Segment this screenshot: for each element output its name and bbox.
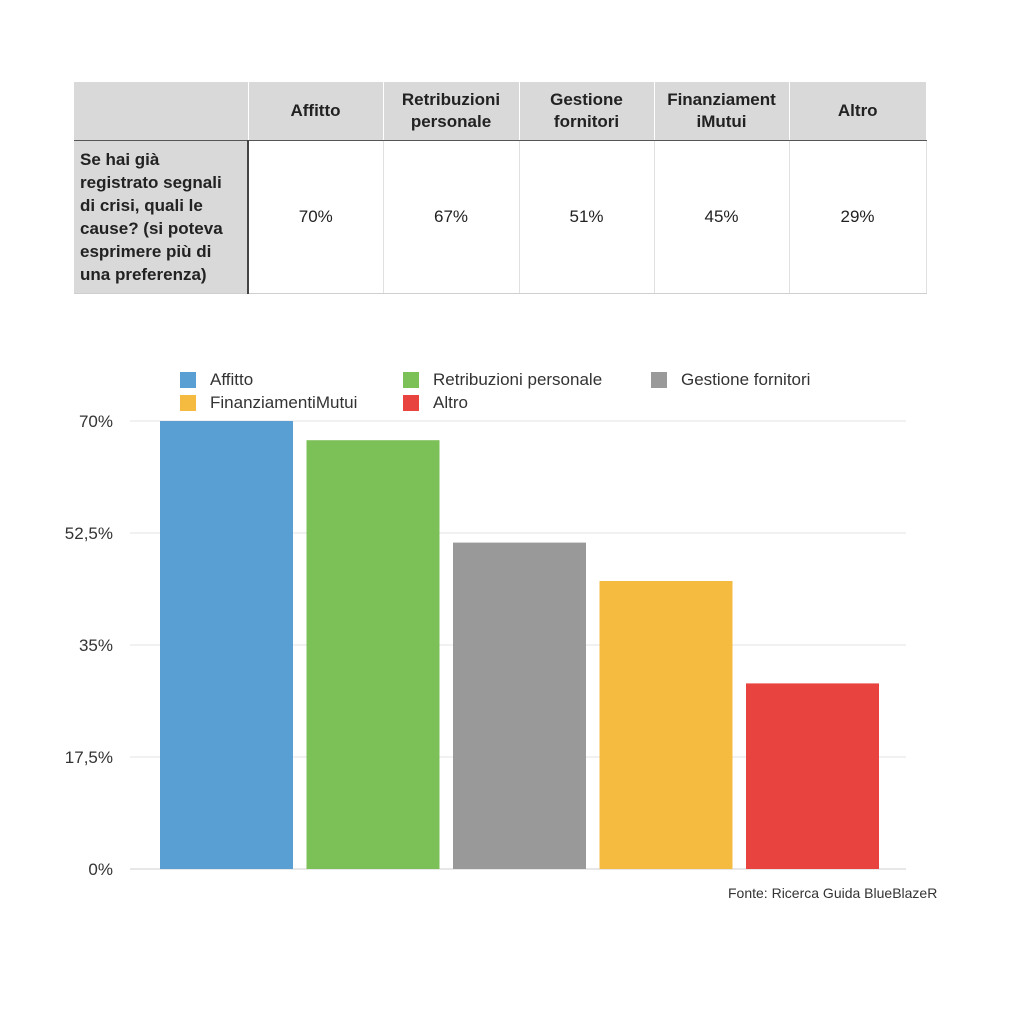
legend-swatch-altro (403, 395, 419, 411)
table-cell-altro: 29% (789, 140, 927, 294)
table-cell-affitto: 70% (248, 140, 384, 294)
legend-item-affitto: Affitto (180, 370, 253, 390)
legend-swatch-retribuzioni (403, 372, 419, 388)
table-header-finanziamenti: Finanziament iMutui (653, 82, 789, 141)
legend-swatch-affitto (180, 372, 196, 388)
table-header-fornitori: Gestione fornitori (518, 82, 654, 141)
y-tick-label: 35% (79, 636, 113, 655)
legend-label-retribuzioni: Retribuzioni personale (433, 370, 603, 389)
legend-swatch-finanziamenti (180, 395, 196, 411)
y-tick-label: 52,5% (65, 524, 113, 543)
table-row: Se hai già registrato segnali di crisi, … (74, 140, 927, 294)
bar-4 (599, 581, 733, 869)
legend-item-retribuzioni: Retribuzioni personale (403, 370, 602, 390)
table-cell-fornitori: 51% (519, 140, 655, 294)
source-note: Fonte: Ricerca Guida BlueBlazeR (728, 885, 938, 901)
y-tick-label: 0% (88, 860, 113, 879)
legend-item-altro: Altro (403, 393, 468, 413)
table-header-retribuzioni: Retribuzioni personale (382, 82, 519, 141)
legend-label-finanziamenti: FinanziamentiMutui (210, 393, 358, 412)
legend-label-fornitori: Gestione fornitori (681, 370, 811, 389)
summary-table: Affitto Retribuzioni personale Gestione fo… (74, 82, 927, 294)
table-header-altro: Altro (788, 82, 926, 141)
table-header-corner (74, 82, 248, 141)
table-header-affitto: Affitto (247, 82, 383, 141)
table-header-row: Affitto Retribuzioni personale Gestione fo… (74, 82, 926, 141)
table-cell-retribuzioni: 67% (383, 140, 520, 294)
bar-2 (306, 440, 440, 869)
legend-label-altro: Altro (433, 393, 468, 412)
bar-3 (453, 542, 586, 869)
legend-item-finanziamenti: FinanziamentiMutui (180, 393, 357, 413)
table-cell-finanziamenti: 45% (654, 140, 790, 294)
legend-item-fornitori: Gestione fornitori (651, 370, 810, 390)
y-tick-label: 17,5% (65, 748, 113, 767)
table-row-label: Se hai già registrato segnali di crisi, … (74, 140, 249, 294)
bar-5 (746, 683, 879, 869)
legend-label-affitto: Affitto (210, 370, 254, 389)
legend-swatch-fornitori (651, 372, 667, 388)
bar-1 (160, 421, 293, 869)
y-tick-label: 70% (79, 412, 113, 431)
